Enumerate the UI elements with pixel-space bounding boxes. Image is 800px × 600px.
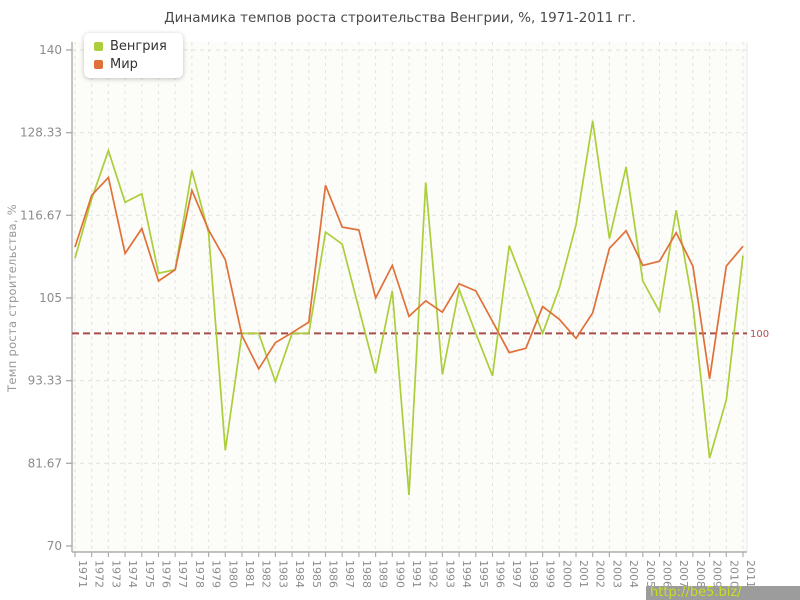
watermark-link[interactable]: http://be5.biz/	[646, 586, 800, 600]
chart-title: Динамика темпов роста строительства Венг…	[164, 10, 636, 26]
x-tick-label: 1999	[544, 560, 557, 588]
x-tick-label: 2010	[727, 560, 740, 588]
x-tick-label: 1998	[527, 560, 540, 588]
legend-swatch-world	[94, 60, 103, 69]
x-tick-label: 1989	[377, 560, 390, 588]
x-tick-label: 1985	[310, 560, 323, 588]
x-tick-label: 1997	[510, 560, 523, 588]
x-tick-label: 1976	[160, 560, 173, 588]
x-tick-label: 1978	[193, 560, 206, 588]
series-line-world	[74, 175, 744, 379]
legend-item-hungary: Венгрия	[94, 40, 167, 53]
x-tick-label: 2009	[711, 560, 724, 588]
x-tick-label: 1973	[109, 560, 122, 588]
x-tick-label: 1990	[393, 560, 406, 588]
legend-item-world: Мир	[94, 58, 167, 71]
x-tick-label: 1972	[93, 560, 106, 588]
y-tick-label: 105	[39, 291, 62, 305]
x-tick-label: 1986	[327, 560, 340, 588]
x-tick-label: 1995	[477, 560, 490, 588]
x-tick-label: 1983	[276, 560, 289, 588]
x-tick-label: 1981	[243, 560, 256, 588]
x-tick-label: 2001	[577, 560, 590, 588]
legend-label-hungary: Венгрия	[110, 39, 167, 54]
y-axis-title: Темп роста строительства, %	[5, 204, 19, 392]
x-tick-label: 2006	[661, 560, 674, 588]
x-tick-label: 2005	[644, 560, 657, 588]
x-tick-label: 2004	[627, 560, 640, 588]
legend: Венгрия Мир	[84, 33, 183, 78]
x-tick-label: 1992	[427, 560, 440, 588]
x-tick-label: 1984	[293, 560, 306, 588]
x-tick-label: 2002	[594, 560, 607, 588]
x-tick-label: 1994	[460, 560, 473, 588]
legend-label-world: Мир	[110, 57, 138, 72]
x-tick-label: 1987	[343, 560, 356, 588]
x-tick-label: 1971	[76, 560, 89, 588]
y-tick-label: 116.67	[20, 208, 62, 222]
y-tick-label: 93.33	[28, 374, 62, 388]
y-tick-label: 70	[47, 539, 62, 553]
legend-swatch-hungary	[94, 42, 103, 51]
y-tick-label: 81.67	[28, 456, 62, 470]
series-line-hungary	[74, 120, 744, 496]
x-tick-label: 1982	[260, 560, 273, 588]
x-tick-label: 1996	[494, 560, 507, 588]
x-tick-label: 1980	[226, 560, 239, 588]
x-tick-label: 1993	[443, 560, 456, 588]
x-tick-label: 2003	[610, 560, 623, 588]
x-tick-label: 2000	[560, 560, 573, 588]
y-tick-label: 140	[39, 43, 62, 57]
x-tick-label: 1988	[360, 560, 373, 588]
x-tick-label: 1975	[143, 560, 156, 588]
x-tick-label: 2007	[677, 560, 690, 588]
x-tick-label: 1977	[176, 560, 189, 588]
x-tick-label: 1979	[210, 560, 223, 588]
x-tick-label: 1991	[410, 560, 423, 588]
x-tick-label: 1974	[126, 560, 139, 588]
x-tick-label: 2011	[744, 560, 757, 588]
y-tick-label: 128.33	[20, 126, 62, 140]
x-tick-label: 2008	[694, 560, 707, 588]
reference-line-label: 100	[750, 329, 769, 340]
